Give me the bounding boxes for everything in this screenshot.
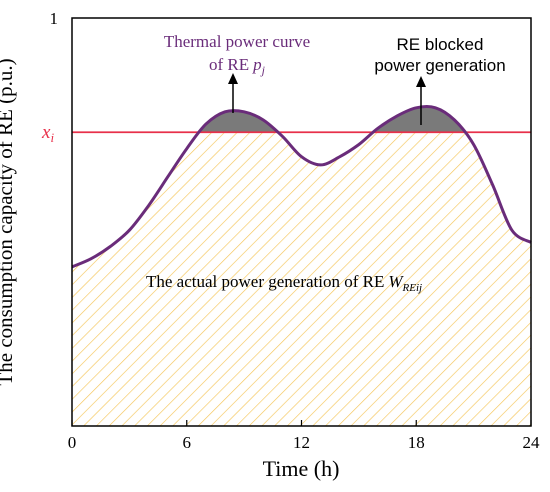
blocked-annotation-line2: power generation [374,56,505,75]
blocked-annotation-line1: RE blocked [397,35,484,54]
blocked-arrow-head [416,76,426,87]
thermal-annotation-line2: of RE pj [209,55,266,77]
y-axis-label: The consumption capacity of RE (p.u.) [0,58,17,385]
thermal-annotation-line1: Thermal power curve [164,32,310,51]
x-tick-label: 12 [293,433,310,452]
x-tick-label: 18 [408,433,425,452]
y-tick-label: 1 [50,9,59,28]
thermal-power-curve [71,104,532,269]
blocked-generation-area [198,106,466,133]
thermal-annotation: Thermal power curve of RE pj [164,32,310,113]
actual-generation-annotation: The actual power generation of RE WREij [146,272,422,294]
x-tick-label: 0 [68,433,77,452]
thermal-arrow-head [228,73,238,84]
x-axis-label: Time (h) [263,456,340,481]
threshold-label: xi [41,122,54,145]
actual-generation-area [72,106,531,426]
blocked-annotation: RE blocked power generation [374,35,506,125]
x-tick-label: 6 [183,433,192,452]
x-tick-label: 24 [523,433,541,452]
